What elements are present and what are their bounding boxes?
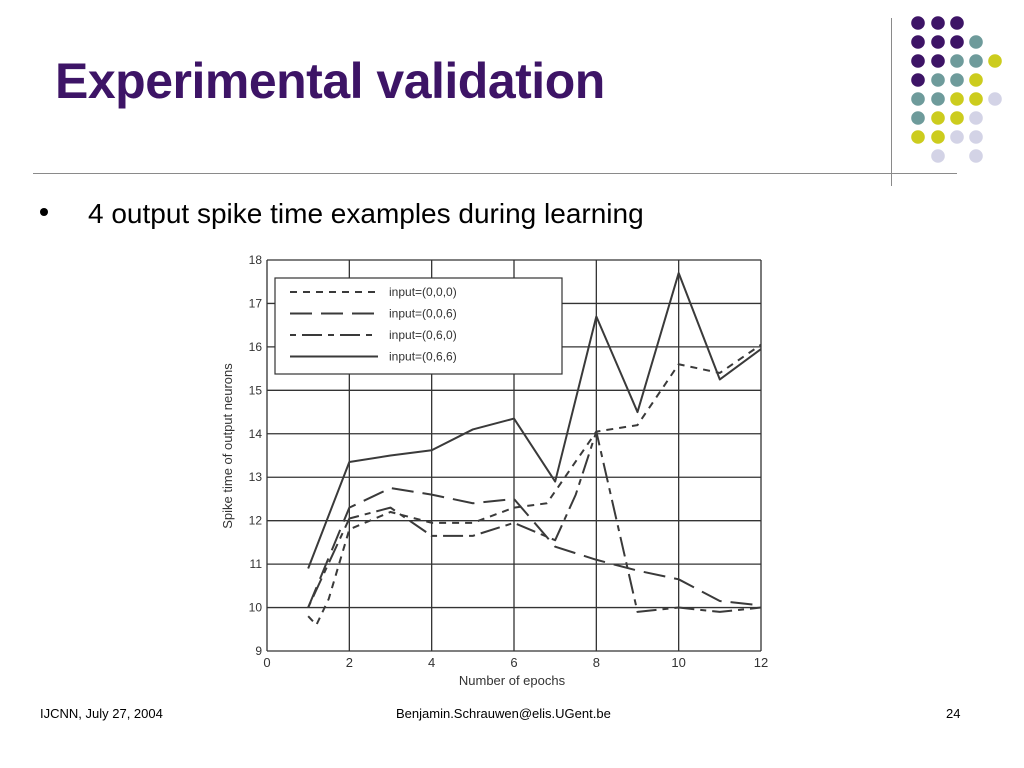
bullet-text: 4 output spike time examples during lear… [88, 198, 644, 229]
decor-dot [931, 149, 945, 163]
decor-dot [950, 54, 964, 68]
decor-dot [950, 73, 964, 87]
decor-dot [950, 16, 964, 30]
decor-dot [988, 92, 1002, 106]
x-tick-label: 4 [428, 655, 435, 670]
y-tick-label: 18 [249, 253, 263, 267]
x-axis-label: Number of epochs [459, 673, 566, 688]
title-divider-vertical [891, 18, 892, 186]
series-line [307, 343, 762, 626]
decor-dot [969, 130, 983, 144]
series-line [307, 430, 762, 613]
y-axis-label: Spike time of output neurons [220, 363, 235, 529]
series-line [307, 272, 762, 569]
x-tick-label: 12 [754, 655, 768, 670]
y-tick-label: 12 [249, 514, 263, 528]
legend-label: input=(0,0,0) [389, 285, 457, 299]
decor-dot [950, 130, 964, 144]
decor-dot [931, 35, 945, 49]
y-tick-label: 9 [255, 644, 262, 658]
title-divider-horizontal [33, 173, 957, 174]
bullet-dot-icon [40, 208, 48, 216]
y-tick-label: 13 [249, 470, 263, 484]
decor-dot [969, 35, 983, 49]
decor-dot [911, 35, 925, 49]
decor-dot [911, 54, 925, 68]
decor-dot [969, 111, 983, 125]
legend-label: input=(0,0,6) [389, 307, 457, 321]
decor-dot [931, 16, 945, 30]
decor-dot [911, 16, 925, 30]
spike-time-chart: 0 2 4 6 8 10 12 9 10 11 12 13 14 15 16 17 18 input=(0,0,… [220, 253, 769, 688]
footer-conference: IJCNN, July 27, 2004 [40, 706, 163, 721]
decor-dot [911, 73, 925, 87]
decor-dot [931, 54, 945, 68]
y-tick-label: 10 [249, 601, 263, 615]
decor-dot [911, 130, 925, 144]
footer-page-number: 24 [946, 706, 961, 721]
decor-dot [931, 73, 945, 87]
decor-dot [950, 111, 964, 125]
x-tick-label: 2 [346, 655, 353, 670]
x-tick-label: 0 [263, 655, 270, 670]
x-tick-label: 6 [510, 655, 517, 670]
decor-dot [969, 73, 983, 87]
decor-dot [969, 149, 983, 163]
decor-dot [911, 92, 925, 106]
legend-box [274, 277, 563, 375]
y-tick-label: 14 [249, 427, 263, 441]
y-tick-label: 16 [249, 340, 263, 354]
series-line [307, 487, 762, 608]
y-tick-label: 17 [249, 296, 263, 310]
x-tick-label: 8 [593, 655, 600, 670]
decor-dot [950, 35, 964, 49]
decor-dot [931, 130, 945, 144]
slide-title: Experimental validation [55, 53, 605, 109]
decor-dot [950, 92, 964, 106]
decorative-dot-grid [911, 16, 1002, 163]
chart-series [307, 272, 762, 626]
decor-dot [931, 111, 945, 125]
y-tick-label: 15 [249, 383, 263, 397]
decor-dot [988, 54, 1002, 68]
footer-email: Benjamin.Schrauwen@elis.UGent.be [396, 706, 611, 721]
decor-dot [911, 111, 925, 125]
chart-axes: 0 2 4 6 8 10 12 9 10 11 12 13 14 15 16 17 18 [249, 253, 769, 670]
decor-dot [969, 92, 983, 106]
legend-label: input=(0,6,0) [389, 328, 457, 342]
decor-dot [969, 54, 983, 68]
legend-label: input=(0,6,6) [389, 350, 457, 364]
chart-legend: input=(0,0,0) input=(0,0,6) input=(0,6,0) i… [274, 277, 563, 375]
decor-dot [931, 92, 945, 106]
y-tick-label: 11 [250, 557, 263, 571]
x-tick-label: 10 [671, 655, 685, 670]
